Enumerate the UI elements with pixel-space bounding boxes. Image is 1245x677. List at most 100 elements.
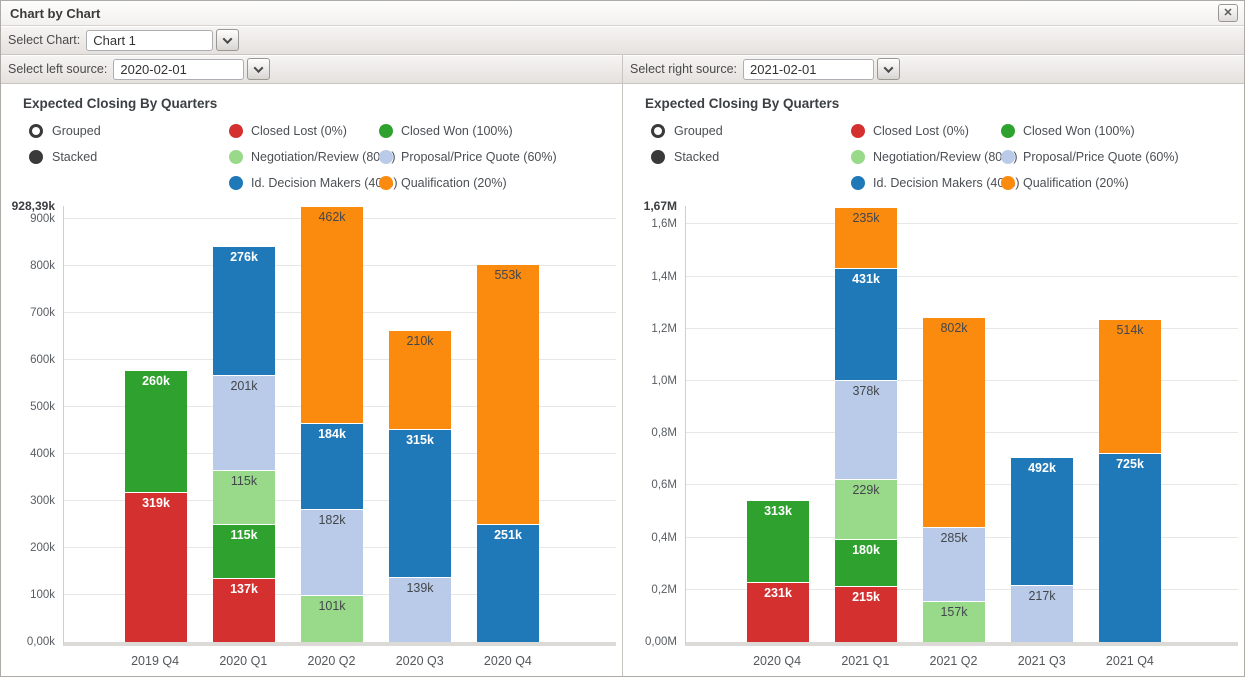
y-axis: 1,67M 0,00M 0,2M 0,4M 0,6M 0,8M 1,0M 1,2M 1,4M 1,… (623, 199, 685, 648)
bar-segment[interactable]: 285k (923, 526, 985, 602)
bar-value-label: 137k (230, 581, 258, 596)
bar-value-label: 431k (852, 271, 880, 286)
bar-segment[interactable]: 115k (213, 523, 275, 578)
legend-item[interactable]: Closed Won (100%) (379, 124, 614, 138)
bar-segment[interactable]: 431k (835, 267, 897, 381)
y-axis-max-label: 928,39k (11, 199, 55, 213)
select-chart-trigger[interactable] (216, 29, 240, 51)
chart-panel-right: Expected Closing By Quarters Grouped Stac… (623, 84, 1244, 676)
y-tick-label: 400k (30, 448, 55, 461)
bar-segment[interactable]: 139k (389, 576, 451, 642)
select-chart-input[interactable] (86, 29, 214, 51)
bar-segment[interactable]: 514k (1099, 318, 1161, 453)
right-source-combo (743, 58, 900, 80)
x-axis-labels: 2020 Q4 2021 Q1 2021 Q2 2021 Q3 2021 Q4 (685, 646, 1238, 676)
legend-item[interactable]: Qualification (20%) (379, 176, 614, 190)
chart-title: Expected Closing By Quarters (645, 96, 840, 111)
bar-segment[interactable]: 201k (213, 375, 275, 470)
legend-item[interactable]: Proposal/Price Quote (60%) (379, 150, 614, 164)
bar-segment[interactable]: 217k (1011, 585, 1073, 642)
right-source-trigger[interactable] (877, 58, 900, 80)
bar-segment[interactable]: 157k (923, 601, 985, 642)
bar-value-label: 180k (852, 542, 880, 557)
legend-item-label: Closed Won (100%) (1023, 124, 1135, 138)
right-source-input[interactable] (743, 58, 874, 80)
bar-segment[interactable]: 101k (301, 594, 363, 642)
legend-swatch-icon (851, 150, 865, 164)
mode-option-grouped[interactable]: Grouped (29, 124, 229, 138)
legend-item[interactable]: Id. Decision Makers (40%) (851, 176, 1020, 190)
legend-item[interactable]: Negotiation/Review (80%) (229, 150, 396, 164)
legend-swatch-icon (229, 124, 243, 138)
legend-swatch-icon (851, 176, 865, 190)
legend-item[interactable]: Proposal/Price Quote (60%) (1001, 150, 1236, 164)
legend-item[interactable]: Id. Decision Makers (40%) (229, 176, 398, 190)
stacked-bar: 215k 180k 229k 378k 431k 235k (835, 206, 897, 642)
bar-segment[interactable]: 229k (835, 479, 897, 539)
bar-segment[interactable]: 276k (213, 245, 275, 376)
bar-segment[interactable]: 210k (389, 330, 451, 429)
x-tick-label: 2021 Q1 (841, 654, 890, 668)
legend-item[interactable]: Closed Lost (0%) (229, 124, 379, 138)
mode-option-stacked[interactable]: Stacked (29, 150, 229, 164)
bar-segment[interactable]: 251k (477, 524, 539, 642)
x-tick-label: 2021 Q4 (1105, 654, 1154, 668)
bar-value-label: 553k (494, 268, 522, 283)
category-slot: 231k 313k (734, 206, 822, 642)
bar-segment[interactable]: 492k (1011, 456, 1073, 586)
bar-segment[interactable]: 802k (923, 317, 985, 527)
legend-item[interactable]: Negotiation/Review (80%) (851, 150, 1018, 164)
mode-option-label: Stacked (674, 150, 720, 164)
close-button[interactable]: ✕ (1218, 4, 1238, 22)
legend-swatch-icon (851, 124, 865, 138)
chart-body: 1,67M 0,00M 0,2M 0,4M 0,6M 0,8M 1,0M 1,2M 1,4M 1,… (623, 196, 1244, 676)
stacked-bar: 137k 115k 115k 201k 276k (213, 206, 275, 642)
right-source-group: Select right source: (623, 55, 1244, 83)
y-tick-label: 1,0M (651, 374, 677, 387)
mode-option-label: Grouped (52, 124, 101, 138)
x-tick-label: 2021 Q2 (929, 654, 978, 668)
left-source-combo (113, 58, 271, 80)
bar-segment[interactable]: 313k (747, 500, 809, 582)
bar-segment[interactable]: 315k (389, 428, 451, 577)
bar-segment[interactable]: 462k (301, 205, 363, 423)
select-chart-group: Select Chart: (1, 26, 246, 54)
bar-value-label: 115k (230, 473, 258, 488)
bar-segment[interactable]: 115k (213, 469, 275, 524)
legend-item[interactable]: Qualification (20%) (1001, 176, 1236, 190)
bar-value-label: 235k (852, 210, 880, 225)
bar-segment[interactable]: 184k (301, 422, 363, 510)
mode-option-stacked[interactable]: Stacked (651, 150, 851, 164)
close-icon: ✕ (1223, 7, 1233, 19)
chart-panel-left: Expected Closing By Quarters Grouped Stac… (1, 84, 623, 676)
left-source-trigger[interactable] (247, 58, 271, 80)
y-tick-label: 0,6M (651, 479, 677, 492)
bar-segment[interactable]: 182k (301, 509, 363, 595)
legend-item[interactable]: Closed Lost (0%) (851, 124, 1001, 138)
bar-segment[interactable]: 725k (1099, 452, 1161, 642)
stacked-bar: 251k 553k (477, 206, 539, 642)
bar-value-label: 285k (940, 530, 968, 545)
bar-segment[interactable]: 319k (125, 492, 187, 642)
bar-segment[interactable]: 215k (835, 585, 897, 642)
bar-segment[interactable]: 260k (125, 370, 187, 493)
bar-segment[interactable]: 180k (835, 538, 897, 586)
y-tick-label: 0,00M (645, 636, 677, 648)
x-tick-label: 2020 Q2 (307, 654, 356, 668)
x-tick-label: 2019 Q4 (131, 654, 180, 668)
bar-segment[interactable]: 231k (747, 581, 809, 642)
bar-value-label: 462k (318, 209, 346, 224)
bar-segment[interactable]: 137k (213, 577, 275, 642)
legend-item[interactable]: Closed Won (100%) (1001, 124, 1236, 138)
legend-swatch-icon (1001, 176, 1015, 190)
legend-item-label: Qualification (20%) (1023, 176, 1129, 190)
mode-option-label: Grouped (674, 124, 723, 138)
bar-segment[interactable]: 378k (835, 380, 897, 480)
bar-segment[interactable]: 553k (477, 264, 539, 525)
y-tick-label: 700k (30, 307, 55, 320)
mode-option-grouped[interactable]: Grouped (651, 124, 851, 138)
bar-segment[interactable]: 235k (835, 206, 897, 268)
gridline (686, 223, 1238, 225)
bar-value-label: 157k (940, 605, 968, 620)
left-source-input[interactable] (113, 58, 245, 80)
